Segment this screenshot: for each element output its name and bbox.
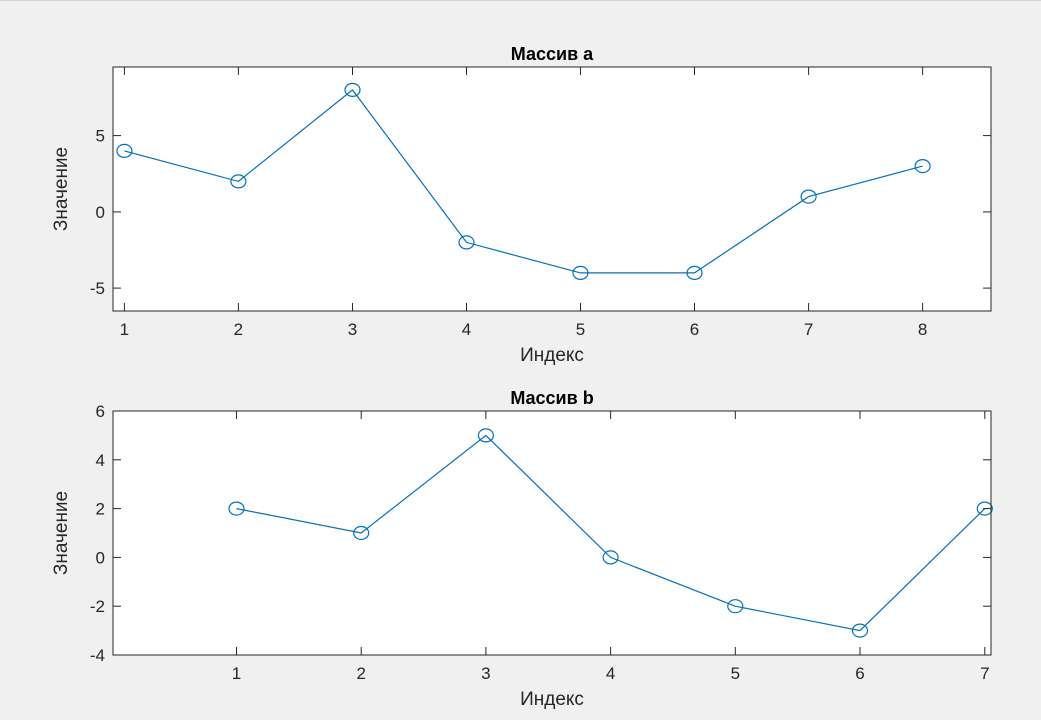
data-point-marker (344, 82, 361, 98)
y-tick-label: -2 (90, 597, 105, 616)
data-point-marker (800, 189, 817, 204)
x-tick-label: 3 (348, 320, 357, 339)
data-point-marker (116, 143, 133, 158)
x-tick-label: 8 (918, 320, 927, 339)
x-tick-label: 2 (234, 320, 243, 339)
data-point-marker (851, 623, 869, 638)
data-point-marker (230, 174, 247, 189)
series-line (236, 434, 986, 632)
plot-massiv-b: 1 2 3 4 5 6 7 -4 -2 0 2 4 6 Массив b Индекс Значение (51, 388, 993, 710)
plot-massiv-a: 1 2 3 4 5 6 7 8 -5 0 5 Массив a Индекс Значение (51, 44, 992, 366)
data-point-marker (477, 428, 494, 443)
tick-group: 1 2 3 4 5 6 7 8 -5 0 5 (90, 67, 991, 339)
data-point-marker (228, 501, 245, 516)
y-tick-label: 0 (96, 203, 105, 222)
y-tick-label: 2 (96, 500, 105, 519)
series-group (116, 82, 931, 280)
y-tick-label: -4 (90, 646, 105, 665)
x-tick-label: 1 (120, 320, 129, 339)
x-tick-label: 7 (980, 664, 989, 683)
axes-frame (112, 410, 992, 656)
axes-frame (112, 66, 992, 312)
series-group (228, 428, 993, 638)
x-axis-label: Индекс (520, 689, 584, 710)
x-tick-label: 4 (462, 320, 471, 339)
y-tick-label: 6 (96, 402, 105, 421)
data-point-marker (976, 501, 993, 516)
figure-top-border (0, 0, 1041, 1)
data-point-marker (353, 525, 370, 541)
series-line (124, 89, 923, 274)
data-point-marker (686, 265, 703, 280)
tick-group: 1 2 3 4 5 6 7 -4 -2 0 2 4 6 (90, 402, 991, 683)
x-tick-label: 7 (804, 320, 813, 339)
axes-background (113, 67, 991, 311)
y-axis-label: Значение (51, 491, 72, 575)
chart-title: Массив b (510, 388, 593, 408)
y-axis-label: Значение (51, 147, 72, 231)
x-tick-label: 5 (731, 664, 740, 683)
x-tick-label: 4 (606, 664, 615, 683)
y-tick-label: 0 (96, 548, 105, 567)
data-point-marker (572, 265, 589, 280)
axes-background (113, 411, 991, 655)
x-axis-label: Индекс (520, 345, 584, 366)
x-tick-label: 6 (690, 320, 699, 339)
data-point-marker (727, 599, 744, 614)
data-point-marker (458, 235, 475, 250)
y-tick-label: -5 (90, 279, 105, 298)
x-tick-label: 2 (356, 664, 365, 683)
x-tick-label: 6 (855, 664, 864, 683)
y-tick-label: 4 (96, 451, 105, 470)
data-point-marker (602, 550, 619, 565)
data-point-marker (914, 159, 931, 174)
x-tick-label: 5 (576, 320, 585, 339)
x-tick-label: 1 (232, 664, 241, 683)
y-tick-label: 5 (96, 127, 105, 146)
chart-title: Массив a (511, 44, 594, 64)
x-tick-label: 3 (481, 664, 490, 683)
